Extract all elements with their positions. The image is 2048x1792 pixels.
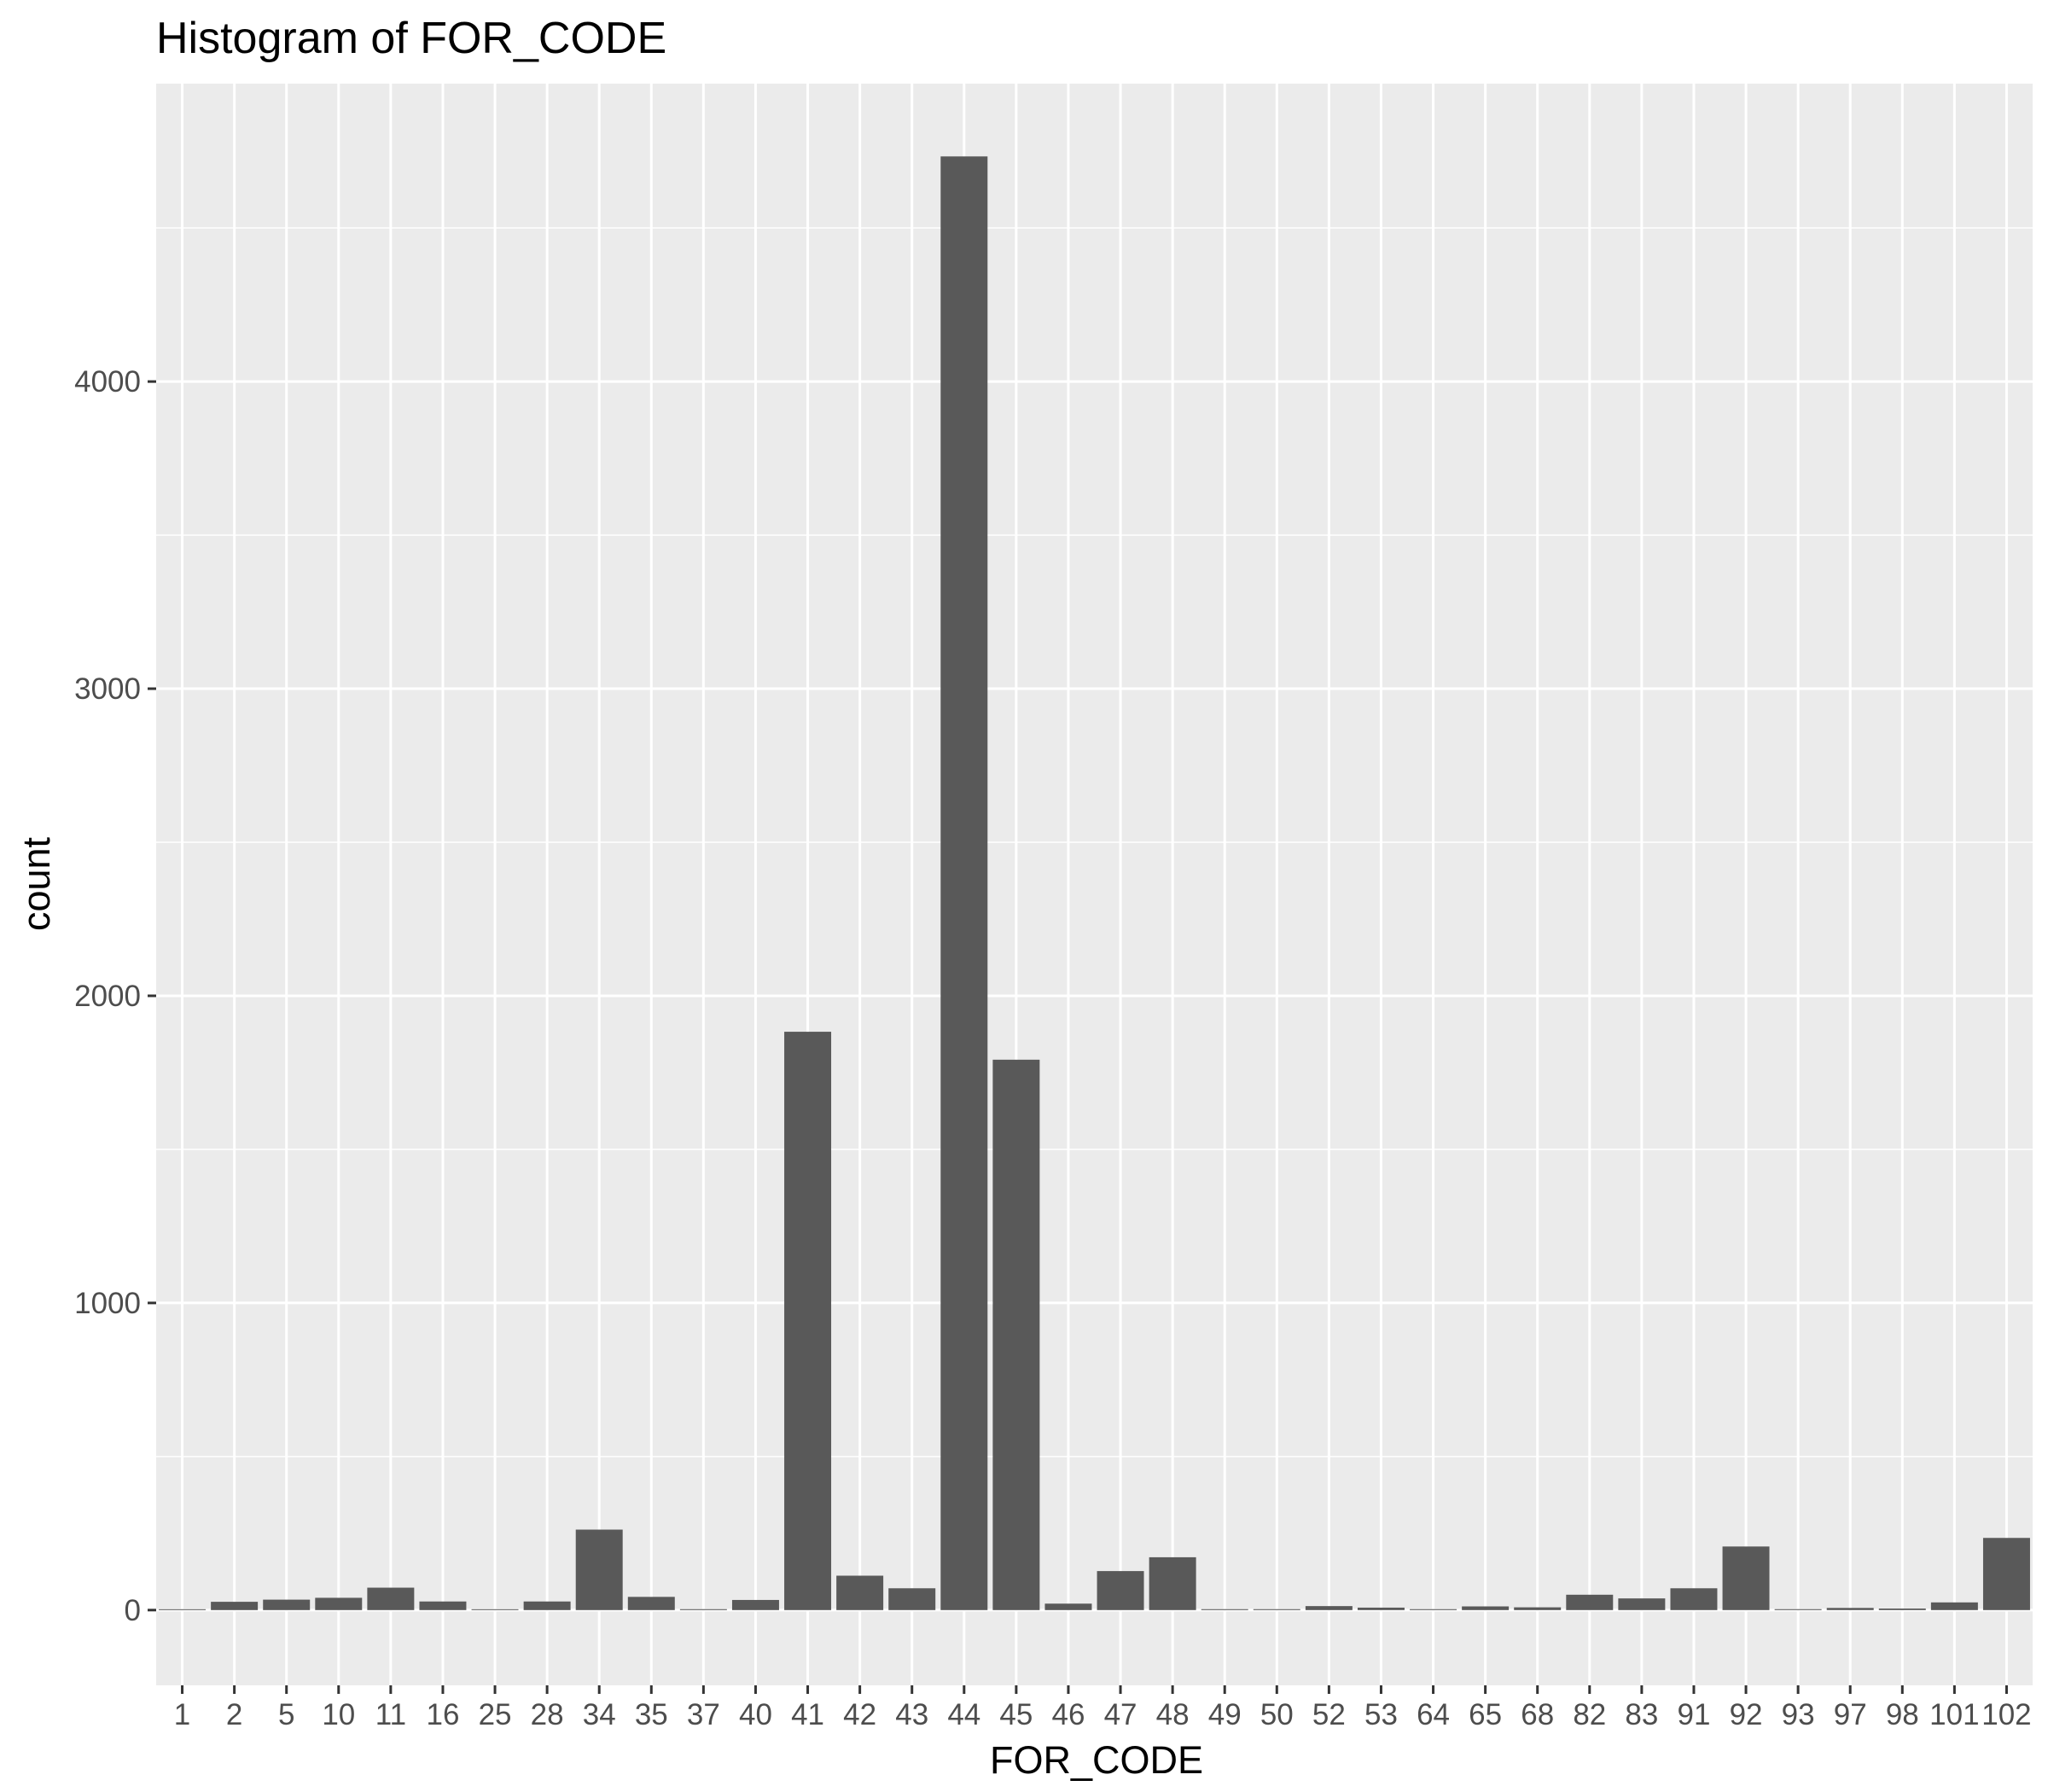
bar-98 (1878, 1609, 1926, 1610)
x-tick-label: 34 (583, 1698, 616, 1731)
x-tick-label: 91 (1677, 1698, 1710, 1731)
bar-48 (1149, 1556, 1196, 1610)
bar-68 (1514, 1607, 1562, 1610)
bars (159, 156, 2030, 1610)
bar-53 (1357, 1607, 1405, 1610)
bar-45 (992, 1059, 1040, 1610)
x-tick-label: 45 (999, 1698, 1033, 1731)
bar-97 (1826, 1608, 1874, 1610)
bar-1 (159, 1609, 207, 1610)
y-axis-title: count (15, 836, 58, 931)
x-tick-label: 93 (1782, 1698, 1815, 1731)
y-tick-label: 4000 (74, 365, 141, 399)
x-tick-label: 48 (1156, 1698, 1190, 1731)
minor-gridlines (156, 227, 2033, 1457)
bar-43 (888, 1588, 936, 1610)
chart-title: Histogram of FOR_CODE (156, 14, 666, 63)
bar-41 (784, 1032, 832, 1610)
x-tick-label: 1 (174, 1698, 190, 1731)
bar-64 (1410, 1609, 1457, 1610)
y-tick-label: 2000 (74, 980, 141, 1013)
x-tick-label: 82 (1573, 1698, 1606, 1731)
bar-83 (1618, 1598, 1666, 1610)
x-tick-label: 28 (531, 1698, 564, 1731)
x-tick-label: 92 (1730, 1698, 1763, 1731)
x-tick-label: 42 (843, 1698, 876, 1731)
x-tick-label: 102 (1981, 1698, 2031, 1731)
bar-49 (1201, 1609, 1248, 1610)
x-tick-label: 44 (947, 1698, 980, 1731)
bar-16 (419, 1601, 467, 1610)
x-tick-label: 2 (226, 1698, 242, 1731)
bar-92 (1722, 1546, 1770, 1610)
x-tick-label: 11 (375, 1698, 406, 1731)
x-tick-label: 50 (1260, 1698, 1294, 1731)
x-tick-label: 46 (1051, 1698, 1085, 1731)
bar-91 (1670, 1588, 1718, 1610)
bar-42 (836, 1575, 884, 1610)
x-tick-label: 53 (1364, 1698, 1398, 1731)
bar-10 (315, 1597, 363, 1610)
x-tick-label: 40 (739, 1698, 772, 1731)
bar-65 (1462, 1606, 1510, 1610)
bar-102 (1982, 1538, 2030, 1610)
bar-82 (1566, 1594, 1614, 1610)
bar-35 (627, 1597, 675, 1610)
x-tick-label: 37 (687, 1698, 720, 1731)
x-tick-label: 68 (1521, 1698, 1554, 1731)
x-tick-label: 52 (1312, 1698, 1346, 1731)
x-tick-label: 97 (1834, 1698, 1867, 1731)
x-tick-label: 16 (426, 1698, 459, 1731)
x-tick-label: 41 (791, 1698, 824, 1731)
bar-25 (471, 1609, 519, 1610)
bar-52 (1305, 1606, 1353, 1610)
x-tick-label: 65 (1469, 1698, 1502, 1731)
x-tick-label: 5 (278, 1698, 294, 1731)
bar-11 (367, 1587, 415, 1610)
y-tick-label: 0 (125, 1594, 141, 1627)
bar-44 (940, 156, 988, 1610)
x-tick-label: 43 (895, 1698, 928, 1731)
bar-47 (1097, 1571, 1144, 1610)
x-axis: 1 2 5 10 11 16 25 28 34 35 37 40 41 42 43 44 45 46 47 48 49 5… (174, 1685, 2032, 1731)
x-axis-title: FOR_CODE (990, 1738, 1203, 1782)
plot-panel (156, 84, 2033, 1685)
bar-28 (523, 1601, 571, 1610)
y-tick-label: 3000 (74, 672, 141, 706)
x-tick-label: 101 (1929, 1698, 1979, 1731)
x-tick-label: 83 (1625, 1698, 1658, 1731)
x-tick-label: 49 (1208, 1698, 1242, 1731)
bar-40 (731, 1599, 779, 1610)
bar-37 (679, 1609, 727, 1610)
x-tick-label: 35 (635, 1698, 668, 1731)
x-tick-label: 47 (1104, 1698, 1137, 1731)
x-tick-label: 10 (322, 1698, 355, 1731)
y-tick-label: 1000 (74, 1287, 141, 1320)
bar-101 (1930, 1602, 1978, 1610)
x-tick-label: 25 (479, 1698, 512, 1731)
x-tick-label: 64 (1417, 1698, 1450, 1731)
x-tick-label: 98 (1886, 1698, 1919, 1731)
y-axis: 0 1000 2000 3000 4000 (74, 365, 156, 1627)
bar-34 (575, 1529, 623, 1610)
bar-50 (1253, 1609, 1300, 1610)
bar-46 (1044, 1603, 1092, 1610)
bar-2 (211, 1602, 259, 1610)
bar-93 (1774, 1609, 1822, 1610)
bar-5 (263, 1599, 311, 1610)
